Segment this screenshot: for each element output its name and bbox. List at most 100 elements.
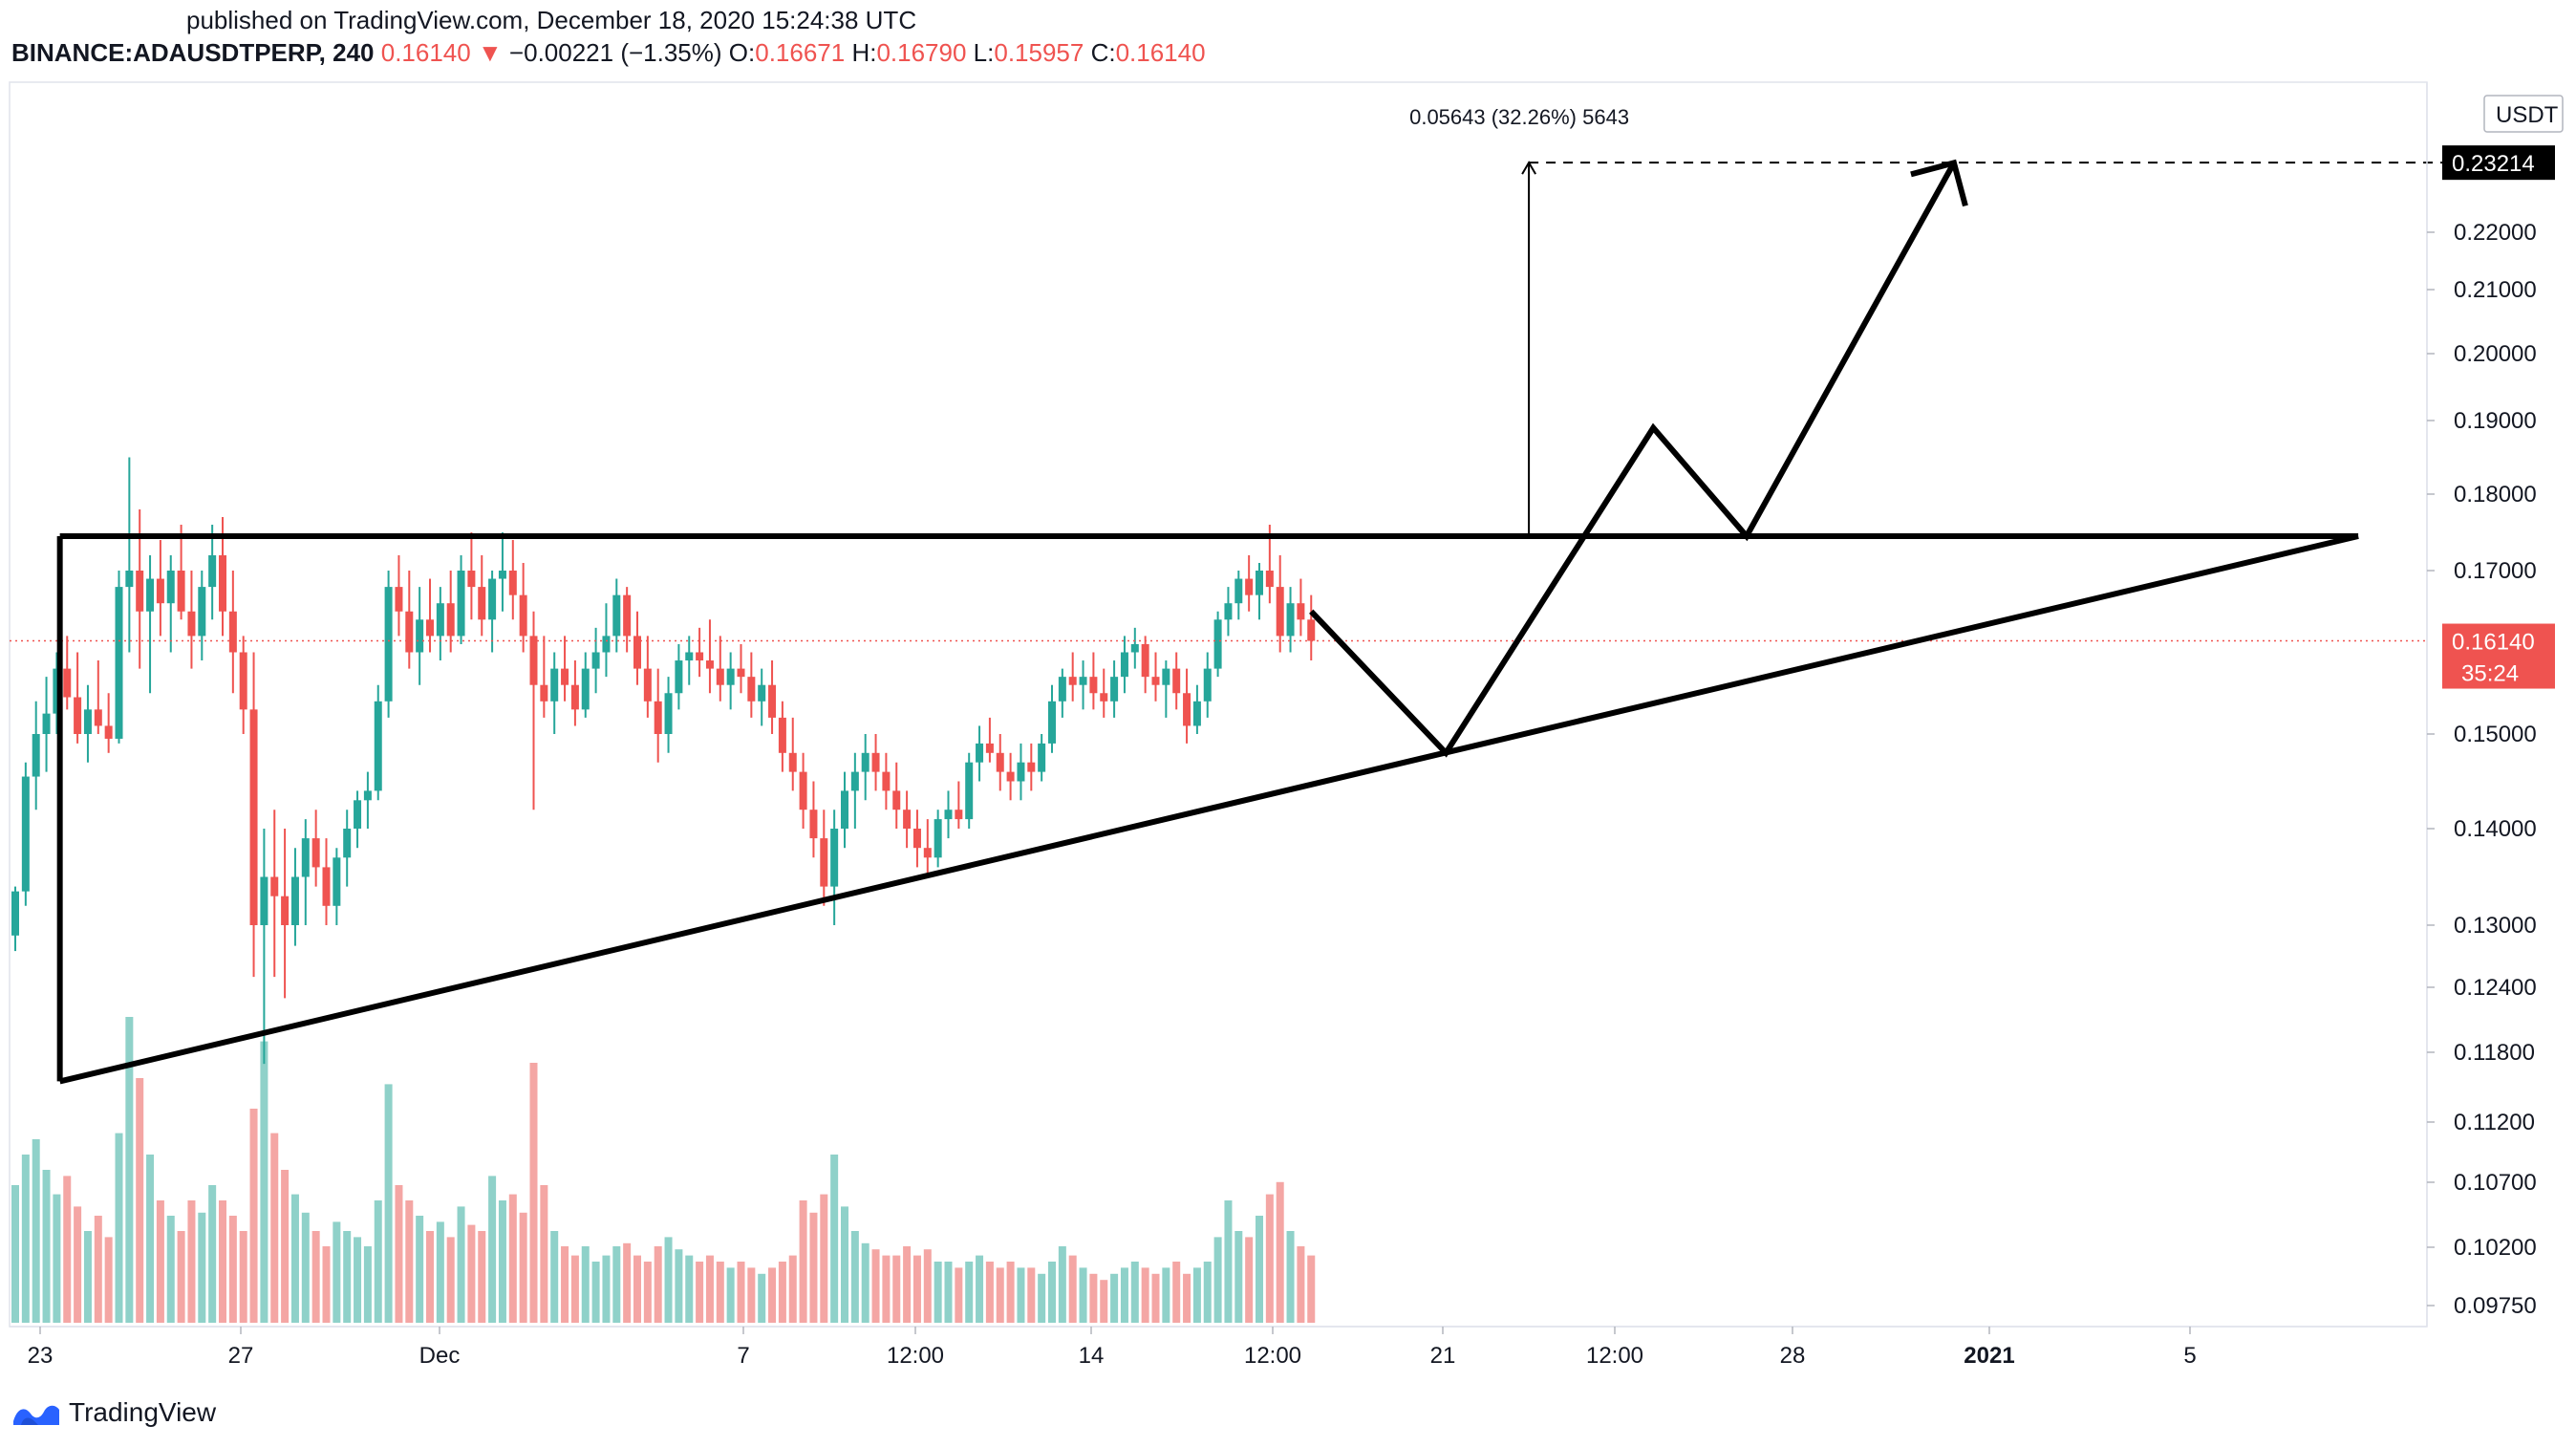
candle-body <box>1234 578 1243 604</box>
volume-bar <box>1234 1231 1243 1323</box>
grid-layer <box>9 81 2428 1328</box>
candle-body <box>903 810 912 829</box>
candle-body <box>788 752 797 772</box>
volume-bar <box>1162 1267 1170 1323</box>
volume-bar <box>654 1246 662 1323</box>
volume-layer <box>11 1017 1316 1323</box>
volume-bar <box>758 1273 766 1323</box>
price-tick-label: 0.11200 <box>2454 1110 2535 1135</box>
candle-body <box>374 701 382 791</box>
candle-body <box>716 668 724 685</box>
volume-bar <box>384 1084 393 1323</box>
volume-bar <box>467 1224 476 1323</box>
volume-bar <box>239 1231 247 1323</box>
candle-body <box>53 668 61 714</box>
volume-bar <box>934 1262 942 1323</box>
candle-body <box>219 555 226 612</box>
volume-bar <box>726 1267 735 1323</box>
candle-body <box>1130 643 1139 653</box>
open-label-key: O: <box>728 38 756 67</box>
volume-bar <box>405 1200 414 1323</box>
volume-bar <box>1245 1237 1254 1323</box>
volume-bar <box>985 1262 994 1323</box>
time-axis[interactable]: 23 27 Dec 7 12:00 14 12:00 21 12:00 28 2021 5 <box>10 1326 2427 1369</box>
candle-body <box>21 776 30 892</box>
candle-body <box>871 752 880 772</box>
price-axis[interactable]: 0.22000 0.21000 0.20000 0.19000 0.18000 0.170… <box>2426 82 2564 1327</box>
volume-bar <box>820 1194 828 1323</box>
price-tick-label: 0.18000 <box>2454 482 2537 508</box>
candle-body <box>550 668 559 702</box>
volume-bar <box>696 1262 704 1323</box>
candle-body <box>737 668 745 678</box>
candle-body <box>1256 571 1263 595</box>
currency-box <box>2483 95 2564 133</box>
volume-bar <box>747 1267 756 1323</box>
candle-body <box>923 848 932 858</box>
candle-body <box>1172 668 1181 694</box>
volume-bar <box>281 1170 290 1323</box>
volume-bar <box>146 1155 155 1323</box>
volume-bar <box>705 1255 714 1323</box>
price-tick-label: 0.13000 <box>2454 913 2537 939</box>
time-tick-label: 7 <box>737 1343 749 1369</box>
support-trendline <box>58 533 2359 1085</box>
volume-bar <box>333 1221 341 1323</box>
volume-bar <box>1141 1267 1149 1323</box>
candle-body <box>363 790 372 801</box>
candle-body <box>654 701 662 734</box>
volume-bar <box>1276 1181 1284 1323</box>
volume-bar <box>1120 1267 1128 1323</box>
price-tick-label: 0.09750 <box>2454 1293 2537 1319</box>
price-tick-label: 0.10700 <box>2454 1170 2537 1196</box>
volume-bar <box>187 1200 196 1323</box>
candle-body <box>136 571 144 612</box>
symbol-label[interactable]: BINANCE:ADAUSDTPERP, 240 <box>11 38 375 67</box>
candle-layer <box>11 457 1316 1065</box>
volume-bar <box>488 1176 497 1323</box>
volume-bar <box>861 1242 869 1323</box>
candle-body <box>602 636 611 653</box>
candle-body <box>94 709 102 726</box>
volume-bar <box>965 1262 974 1323</box>
volume-bar <box>602 1255 611 1323</box>
volume-bar <box>166 1216 175 1323</box>
volume-bar <box>716 1262 724 1323</box>
last-price-box <box>2442 623 2555 689</box>
candle-body <box>11 891 19 936</box>
tradingview-logo[interactable]: TradingView <box>11 1397 216 1428</box>
candle-body <box>416 619 424 653</box>
candle-body <box>228 611 237 653</box>
candle-body <box>1213 619 1222 669</box>
close-value: 0.16140 <box>1115 38 1206 67</box>
candle-body <box>850 771 859 791</box>
candle-body <box>675 660 683 694</box>
volume-bar <box>104 1237 113 1323</box>
volume-bar <box>1203 1262 1212 1323</box>
candle-body <box>820 838 828 887</box>
volume-bar <box>322 1246 331 1323</box>
volume-bar <box>1256 1216 1263 1323</box>
candle-body <box>830 829 839 887</box>
candle-body <box>778 717 786 753</box>
candle-body <box>333 857 341 906</box>
candle-body <box>1192 701 1201 726</box>
published-caption: published on TradingView.com, December 1… <box>186 6 917 34</box>
candle-body <box>1183 693 1191 726</box>
volume-bar <box>550 1231 559 1323</box>
volume-bar <box>125 1017 134 1323</box>
candle-body <box>1006 771 1015 782</box>
volume-bar <box>11 1185 19 1323</box>
target-price-label: 0.23214 <box>2452 151 2535 177</box>
candle-body <box>1141 643 1149 678</box>
volume-bar <box>955 1267 963 1323</box>
volume-bar <box>290 1194 299 1323</box>
candle-body <box>996 752 1004 772</box>
volume-bar <box>354 1237 362 1323</box>
candle-body <box>63 668 72 698</box>
volume-bar <box>1079 1267 1087 1323</box>
candle-body <box>146 578 155 612</box>
close-label-key: C: <box>1090 38 1116 67</box>
candle-body <box>1224 603 1233 620</box>
